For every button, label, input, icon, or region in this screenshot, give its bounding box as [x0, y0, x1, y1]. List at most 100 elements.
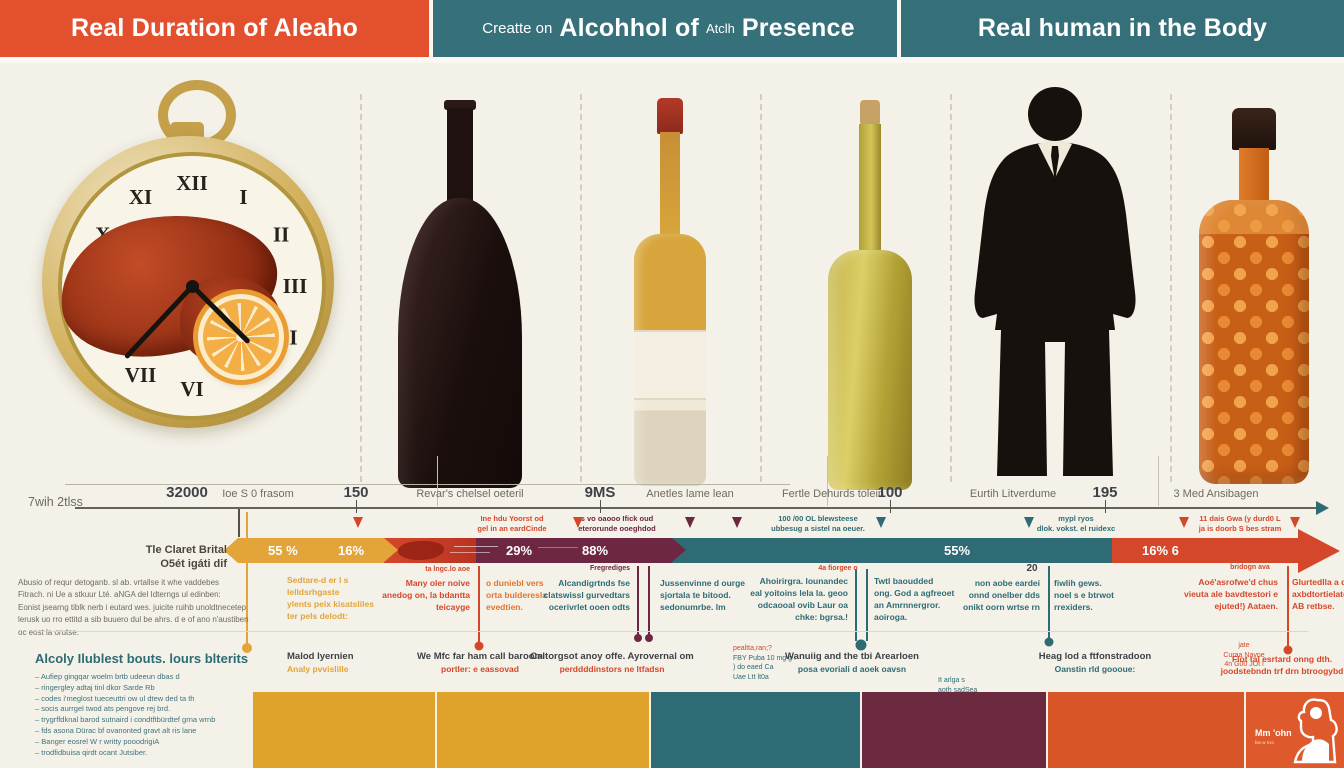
timeline-arrow-icon — [1316, 501, 1329, 515]
stage-note: Alcandigrtnds fse clatswissl gurvedtars … — [510, 577, 630, 613]
timeline-label: Eurtih Litverdume — [969, 488, 1057, 500]
timeline-label: Revar's chelsel oeteril — [416, 488, 524, 500]
timeline-start-label: 7wih 2tlss — [28, 495, 83, 509]
section-separator — [760, 94, 762, 482]
section-separator — [580, 94, 582, 482]
chevron-icon — [384, 538, 398, 562]
white-wine-bottle-icon — [826, 100, 914, 490]
stage-footer: We Mfc far ham call baroom portler: e ea… — [417, 651, 543, 675]
banner-detail-line — [454, 546, 498, 547]
note-line: sjortala te bitood. — [660, 590, 731, 600]
header-center-big2: Presence — [741, 14, 855, 42]
banner-pct: 16% 6 — [1142, 543, 1179, 558]
callout-line: dlok. vokst. el ruidexc — [1036, 523, 1116, 533]
note-line: sedonumrbe. lm — [660, 602, 726, 612]
note-line: AB retbse. — [1292, 601, 1335, 611]
bottle-neck — [1239, 148, 1269, 204]
note-line: It arlga s — [938, 677, 965, 684]
banner-red-blotch — [398, 541, 444, 560]
note-line: orta bulderesla — [486, 590, 547, 600]
timeline-tick — [1105, 500, 1106, 513]
clock-numeral: XII — [176, 170, 208, 195]
footer-sub: Analy pvvislille — [287, 664, 349, 674]
down-arrow-icon — [573, 517, 583, 528]
banner-arrowhead-icon — [1298, 528, 1340, 573]
callout-line: s vo oaooo Ifick oud — [580, 514, 654, 523]
note-line: axbdtortielate — [1292, 589, 1344, 599]
stage-note: Glurtedlla a d axbdtortielate AB retbse. — [1292, 576, 1344, 612]
stage-note: Sedtare-d er l s lelldsrhgaste ylents pe… — [287, 574, 374, 622]
band-block-maroon — [862, 692, 1046, 768]
footer-title: Caltorgsot anoy offe. Ayrovernal om — [530, 651, 694, 662]
bullet-list: Aufiep gingqar woelm brtb udeeun dbas d … — [35, 672, 216, 758]
note-line: ong. God a agfreoet — [874, 588, 955, 598]
note-line: FBY Puba 10 mg g : — [733, 654, 796, 662]
banner-pct: 55% — [944, 543, 971, 558]
connector-line — [1287, 566, 1289, 648]
pill-bottle-icon — [1196, 108, 1312, 484]
note-line: Curaa Navne — [1223, 651, 1265, 659]
bottle-body — [1199, 200, 1309, 484]
callout-line: eterorunde ooeghdod — [578, 523, 656, 533]
paragraph-line: lerusk uo rro ettitd a sib buuero dul be… — [18, 615, 249, 625]
callout: Ine hdu Yoorst od gel in an eardCinde — [477, 514, 546, 533]
note-line: ) do eaed Ca — [733, 664, 774, 671]
stage-footer: Caltorgsot anoy offe. Ayrovernal om perd… — [530, 651, 693, 675]
connector-line — [238, 509, 240, 537]
note-line: onnd onelber dds — [968, 590, 1040, 600]
header-left-title: Real Duration of Aleaho — [70, 14, 359, 42]
timeline-tick — [356, 500, 357, 513]
header-center-big1: Alcohhol of — [559, 14, 700, 42]
section-separator — [1170, 94, 1172, 482]
footer-title: Malod lyernien — [287, 651, 354, 662]
callout-line: mypl ryos — [1058, 514, 1094, 523]
clock-center-cap — [185, 279, 199, 293]
band-block-teal — [651, 692, 860, 768]
bottle-cap — [1232, 108, 1276, 150]
bottle-neck — [660, 132, 680, 240]
clock-numeral: VII — [124, 362, 157, 387]
left-caption: Tle Claret Brital O5ét igáti dif — [112, 543, 227, 571]
wine-bottle-icon — [398, 100, 522, 488]
footer-title: Heag lod a ftfonstradoon — [1038, 651, 1152, 662]
note-line: Alcandigrtnds fse — [558, 578, 630, 588]
timeline-value: 100 — [877, 484, 903, 501]
note-line: Glurtedlla a d — [1292, 577, 1344, 587]
callout-line: ubbesug a sistel na oeuer. — [771, 523, 865, 533]
down-arrow-icon — [685, 517, 695, 528]
banner-segment-maroon: 29% 88% — [450, 538, 672, 563]
note-line: Uae Ltt lt0a — [733, 673, 769, 681]
connector-line — [648, 566, 650, 636]
note-line: chke: bgrsa.! — [795, 612, 848, 622]
timeline-value: 195 — [1092, 484, 1118, 501]
down-arrow-icon — [876, 517, 886, 528]
header-divider — [0, 57, 1344, 63]
paragraph-line: Abusio of requr detoganb. sl ab. vrtalls… — [18, 578, 220, 587]
timeline-value: 150 — [343, 484, 369, 501]
header-left: Real Duration of Aleaho — [0, 0, 429, 57]
side-note: pealtta,ran;? FBY Puba 10 mg g : ) do ea… — [733, 644, 796, 682]
timeline-guide — [437, 456, 438, 506]
stage-note: non aobe eardei onnd onelber dds onikt o… — [930, 577, 1040, 613]
callout: 100 /00 OL blewsteese ubbesug a sistel n… — [771, 514, 865, 533]
chevron-icon — [672, 538, 686, 562]
paragraph-line: Fitrach. ni Ue a stkuur Lté. aNGA del Id… — [18, 590, 221, 600]
left-paragraph: Abusio of requr detoganb. sl ab. vrtalls… — [18, 577, 249, 639]
spirits-bottle-icon — [630, 98, 710, 488]
footer-sub: portler: e eassovad — [441, 664, 519, 674]
connector-line — [1048, 566, 1050, 640]
header-center-small: Atclh — [706, 21, 735, 36]
note-line: jate — [1238, 642, 1250, 649]
bottle-body — [398, 198, 522, 488]
clock-numeral: XI — [128, 184, 153, 209]
footer-sub: perddddinstors ne ltfadsn — [559, 664, 665, 674]
bullet-item: codes i'meglost tueceuttri ow ul dtew de… — [35, 694, 215, 705]
logo-title: Mm 'ohn — [1255, 728, 1292, 738]
bottle-cap — [657, 98, 683, 134]
footer-title: Wanuiig and the tbi Arearloen — [785, 651, 919, 662]
caption-line: Tle Claret Brital — [145, 544, 227, 556]
side-note: jate Curaa Navne 4n G00 JOt l — [1223, 641, 1264, 670]
note-line: anedog on, la bdantta — [382, 590, 470, 600]
